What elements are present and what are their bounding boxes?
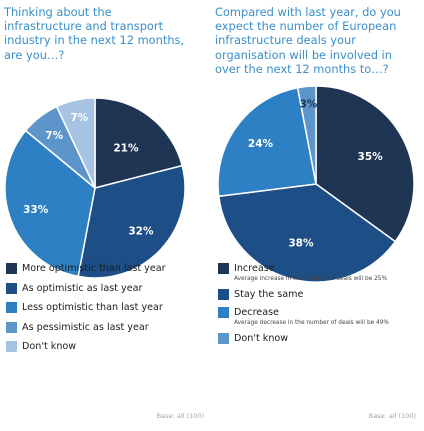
- legend-note: Average increase in the number of deals …: [234, 276, 387, 282]
- pie-data-label: 32%: [128, 226, 154, 238]
- legend-note: Average decrease in the number of deals …: [234, 320, 389, 326]
- pie-data-label: 33%: [23, 204, 49, 216]
- legend-label: As optimistic as last year: [22, 282, 143, 294]
- right-chart-panel: Compared with last year, do you expect t…: [212, 0, 424, 431]
- pie-slice: [296, 85, 317, 185]
- legend-item-increase: Increase Average increase in the number …: [218, 262, 422, 283]
- pie-slice: [4, 129, 96, 278]
- pie-slice: [217, 183, 397, 283]
- legend-swatch: [218, 307, 229, 318]
- left-base-note: Base: all (100): [156, 412, 204, 420]
- left-chart-panel: Thinking about the infrastructure and tr…: [4, 5, 210, 420]
- pie-data-label: 38%: [288, 237, 314, 249]
- legend-label: Don't know: [22, 341, 77, 352]
- legend-label: Stay the same: [234, 289, 304, 300]
- legend-swatch: [218, 289, 229, 300]
- right-pie-chart: 35% 38% 24% 3%: [217, 85, 415, 283]
- legend-swatch: [218, 263, 229, 274]
- pie-slice: [315, 85, 415, 243]
- pie-slice: [94, 97, 184, 189]
- pie-data-label: 7%: [70, 112, 88, 124]
- pie-slice: [55, 97, 96, 189]
- legend-label: Less optimistic than last year: [22, 302, 163, 313]
- left-legend: More optimistic than last year As optimi…: [6, 262, 210, 360]
- right-chart-question: Compared with last year, do you expect t…: [215, 5, 401, 76]
- left-pie-chart: 21% 32% 33% 7% 7%: [4, 97, 186, 279]
- legend-label: More optimistic than last year: [22, 263, 166, 274]
- legend-item-less-optimistic: Less optimistic than last year: [6, 301, 210, 314]
- legend-item-dont-know: Don't know: [218, 332, 422, 345]
- legend-item-stay-the-same: Stay the same: [218, 288, 422, 301]
- legend-item-more-optimistic: More optimistic than last year: [6, 262, 210, 275]
- legend-swatch: [6, 282, 17, 294]
- legend-label: Increase: [234, 263, 275, 274]
- pie-data-label: 24%: [248, 138, 274, 150]
- legend-swatch: [6, 341, 17, 352]
- pie-slice: [217, 86, 317, 198]
- right-base-note: Base: all (100): [368, 412, 416, 420]
- pie-data-label: 35%: [358, 151, 384, 163]
- legend-swatch: [218, 333, 229, 344]
- legend-item-dont-know: Don't know: [6, 340, 210, 353]
- legend-label: Don't know: [234, 333, 289, 344]
- legend-item-decrease: Decrease Average decrease in the number …: [218, 306, 422, 327]
- pie-slice: [77, 164, 186, 279]
- left-chart-question: Thinking about the infrastructure and tr…: [4, 5, 185, 62]
- right-legend: Increase Average increase in the number …: [218, 262, 422, 350]
- pie-data-label: 3%: [299, 99, 317, 111]
- legend-label: As pessimistic as last year: [22, 321, 149, 333]
- legend-label: Decrease: [234, 307, 279, 318]
- legend-swatch: [6, 263, 17, 274]
- pie-data-label: 7%: [45, 130, 63, 142]
- legend-item-as-optimistic: As optimistic as last year: [6, 282, 210, 295]
- pie-data-label: 21%: [113, 143, 139, 155]
- legend-item-as-pessimistic: As pessimistic as last year: [6, 321, 210, 334]
- legend-swatch: [6, 302, 17, 313]
- legend-swatch: [6, 321, 17, 333]
